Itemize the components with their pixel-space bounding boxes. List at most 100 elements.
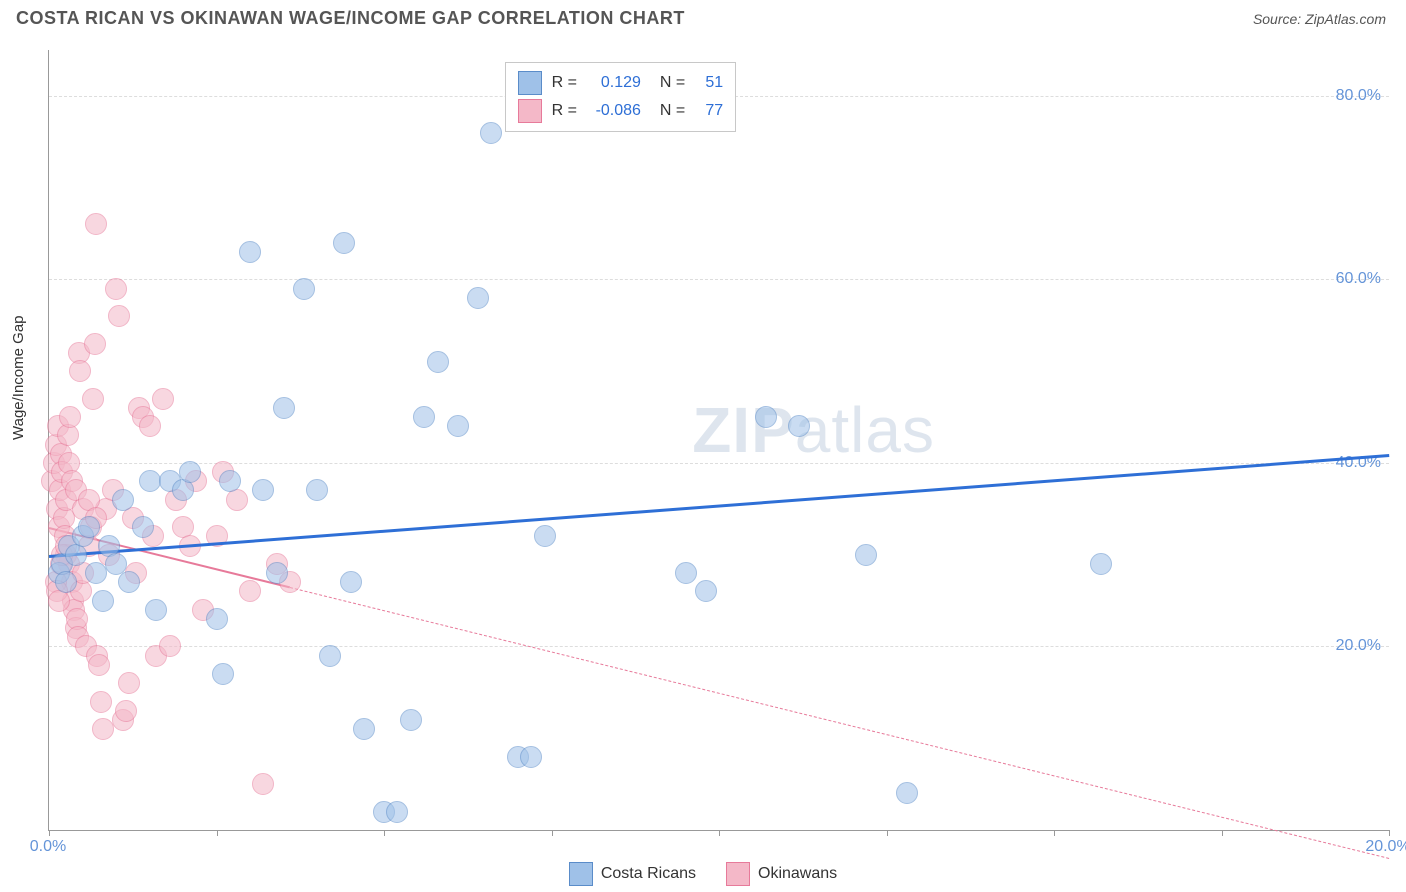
x-tick bbox=[1389, 830, 1390, 836]
legend-label: Okinawans bbox=[758, 865, 837, 883]
data-point bbox=[118, 571, 140, 593]
data-point bbox=[266, 562, 288, 584]
data-point bbox=[333, 232, 355, 254]
data-point bbox=[84, 333, 106, 355]
r-label: R = bbox=[552, 102, 577, 120]
data-point bbox=[115, 700, 137, 722]
data-point bbox=[85, 213, 107, 235]
data-point bbox=[145, 599, 167, 621]
legend-label: Costa Ricans bbox=[601, 865, 696, 883]
x-tick bbox=[887, 830, 888, 836]
x-tick bbox=[384, 830, 385, 836]
data-point bbox=[206, 608, 228, 630]
x-tick bbox=[719, 830, 720, 836]
data-point bbox=[118, 672, 140, 694]
chart-title: COSTA RICAN VS OKINAWAN WAGE/INCOME GAP … bbox=[16, 8, 685, 29]
data-point bbox=[55, 571, 77, 593]
data-point bbox=[520, 746, 542, 768]
data-point bbox=[306, 479, 328, 501]
stats-row: R = 0.129 N = 51 bbox=[518, 69, 724, 97]
x-tick-label: 0.0% bbox=[30, 838, 66, 856]
gridline bbox=[49, 646, 1389, 647]
data-point bbox=[219, 470, 241, 492]
data-point bbox=[88, 654, 110, 676]
legend: Costa Ricans Okinawans bbox=[0, 862, 1406, 886]
data-point bbox=[105, 278, 127, 300]
data-point bbox=[400, 709, 422, 731]
data-point bbox=[447, 415, 469, 437]
data-point bbox=[675, 562, 697, 584]
data-point bbox=[239, 580, 261, 602]
y-tick-label: 80.0% bbox=[1336, 87, 1381, 105]
n-label: N = bbox=[651, 102, 685, 120]
data-point bbox=[855, 544, 877, 566]
x-tick bbox=[49, 830, 50, 836]
data-point bbox=[788, 415, 810, 437]
data-point bbox=[340, 571, 362, 593]
data-point bbox=[273, 397, 295, 419]
trend-line bbox=[290, 587, 1389, 859]
data-point bbox=[69, 360, 91, 382]
data-point bbox=[139, 415, 161, 437]
data-point bbox=[179, 461, 201, 483]
data-point bbox=[59, 406, 81, 428]
source-label: Source: ZipAtlas.com bbox=[1253, 11, 1386, 27]
data-point bbox=[480, 122, 502, 144]
y-tick-label: 60.0% bbox=[1336, 270, 1381, 288]
stats-swatch bbox=[518, 99, 542, 123]
data-point bbox=[85, 562, 107, 584]
r-value: 0.129 bbox=[587, 74, 641, 92]
data-point bbox=[386, 801, 408, 823]
r-label: R = bbox=[552, 74, 577, 92]
scatter-chart: 20.0%40.0%60.0%80.0%ZIPatlasR =0.129 N =… bbox=[48, 50, 1389, 831]
trend-line bbox=[49, 454, 1389, 558]
x-tick bbox=[1222, 830, 1223, 836]
data-point bbox=[78, 516, 100, 538]
data-point bbox=[252, 773, 274, 795]
data-point bbox=[82, 388, 104, 410]
y-tick-label: 20.0% bbox=[1336, 637, 1381, 655]
n-value: 51 bbox=[695, 74, 723, 92]
data-point bbox=[755, 406, 777, 428]
data-point bbox=[92, 590, 114, 612]
data-point bbox=[90, 691, 112, 713]
legend-item: Costa Ricans bbox=[569, 862, 696, 886]
legend-swatch bbox=[569, 862, 593, 886]
data-point bbox=[239, 241, 261, 263]
data-point bbox=[467, 287, 489, 309]
gridline bbox=[49, 463, 1389, 464]
data-point bbox=[252, 479, 274, 501]
gridline bbox=[49, 279, 1389, 280]
data-point bbox=[112, 489, 134, 511]
y-axis-label: Wage/Income Gap bbox=[10, 315, 27, 440]
n-value: 77 bbox=[695, 102, 723, 120]
n-label: N = bbox=[651, 74, 685, 92]
stats-row: R = -0.086 N = 77 bbox=[518, 97, 724, 125]
data-point bbox=[413, 406, 435, 428]
data-point bbox=[108, 305, 130, 327]
data-point bbox=[159, 635, 181, 657]
data-point bbox=[139, 470, 161, 492]
data-point bbox=[212, 663, 234, 685]
data-point bbox=[534, 525, 556, 547]
r-value: -0.086 bbox=[587, 102, 641, 120]
x-tick-label: 20.0% bbox=[1365, 838, 1406, 856]
x-tick bbox=[1054, 830, 1055, 836]
data-point bbox=[695, 580, 717, 602]
legend-item: Okinawans bbox=[726, 862, 837, 886]
stats-swatch bbox=[518, 71, 542, 95]
data-point bbox=[132, 516, 154, 538]
legend-swatch bbox=[726, 862, 750, 886]
data-point bbox=[152, 388, 174, 410]
data-point bbox=[293, 278, 315, 300]
data-point bbox=[319, 645, 341, 667]
x-tick bbox=[217, 830, 218, 836]
x-tick bbox=[552, 830, 553, 836]
data-point bbox=[1090, 553, 1112, 575]
data-point bbox=[896, 782, 918, 804]
data-point bbox=[92, 718, 114, 740]
data-point bbox=[353, 718, 375, 740]
stats-box: R = 0.129 N = 51 R = -0.086 N = 77 bbox=[505, 62, 737, 132]
data-point bbox=[427, 351, 449, 373]
watermark: ZIPatlas bbox=[692, 393, 935, 467]
